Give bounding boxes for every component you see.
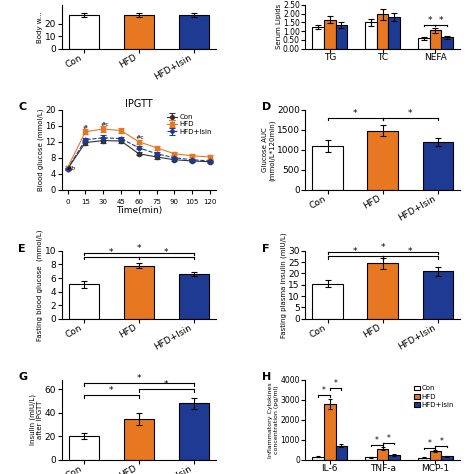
Bar [418,38,429,49]
Text: #b: #b [66,166,76,171]
Title: IPGTT: IPGTT [125,99,153,109]
Text: *: * [428,439,431,448]
Bar [336,25,347,49]
Bar [312,27,324,49]
Text: #c: #c [135,135,144,140]
Text: *: * [380,243,385,252]
Text: *: * [164,380,169,389]
Text: *: * [408,109,412,118]
Y-axis label: Body w...: Body w... [37,11,43,43]
Legend: Con, HFD, HFD+Isin: Con, HFD, HFD+Isin [412,383,456,410]
Text: C: C [18,102,27,112]
Bar [388,455,400,460]
Bar [422,271,453,319]
Text: *: * [439,437,443,446]
Text: *: * [353,247,357,256]
Bar [179,15,209,49]
Bar [69,436,99,460]
Y-axis label: Fasting blood glucose  (mmol/L): Fasting blood glucose (mmol/L) [36,229,43,340]
Text: *: * [322,386,326,395]
Bar [377,14,388,49]
Bar [365,22,377,49]
Bar [312,283,343,319]
Legend: Con, HFD, HFD+Isin: Con, HFD, HFD+Isin [166,113,212,136]
Text: *: * [353,109,357,118]
Text: *: * [408,247,412,256]
Y-axis label: Blood glucose (mmol/L): Blood glucose (mmol/L) [37,109,44,191]
Text: *: * [427,16,432,25]
Y-axis label: Fasting plasma insulin (mIU/L): Fasting plasma insulin (mIU/L) [281,232,287,337]
Text: #: # [83,125,88,129]
Text: E: E [18,244,26,254]
Text: *: * [386,434,391,443]
Y-axis label: Glucose AUC
(mmol/L*120min): Glucose AUC (mmol/L*120min) [262,119,275,181]
Bar [312,457,324,460]
Bar [179,274,209,319]
Bar [365,457,377,460]
Bar [377,449,388,460]
Bar [367,263,398,319]
Bar [124,15,154,49]
Text: *: * [109,386,114,395]
Bar [429,30,441,49]
Text: *: * [109,248,114,257]
Bar [312,146,343,190]
Bar [69,15,99,49]
Text: *: * [375,437,379,446]
Text: G: G [18,372,27,382]
Bar [418,458,429,460]
Text: H: H [262,372,272,382]
Text: #c: #c [100,122,109,127]
Bar [367,130,398,190]
Text: *: * [164,248,169,257]
Text: *: * [137,244,141,253]
Bar [69,284,99,319]
Bar [179,403,209,460]
Text: D: D [262,102,272,112]
Bar [388,17,400,49]
Bar [324,404,336,460]
X-axis label: Time(min): Time(min) [116,206,162,215]
Y-axis label: Inflammatory Cytokines
concentration (pg/ml): Inflammatory Cytokines concentration (pg… [268,382,279,457]
Y-axis label: Serum Lipids: Serum Lipids [275,4,282,49]
Bar [336,446,347,460]
Y-axis label: Insulin (mIU/L)
after IPGTT: Insulin (mIU/L) after IPGTT [30,394,43,446]
Bar [124,419,154,460]
Bar [422,142,453,190]
Text: *: * [334,379,337,388]
Text: *: * [137,374,141,383]
Bar [429,451,441,460]
Bar [441,456,453,460]
Text: F: F [262,244,270,254]
Text: *: * [439,16,443,25]
Bar [441,37,453,49]
Bar [124,266,154,319]
Bar [324,20,336,49]
